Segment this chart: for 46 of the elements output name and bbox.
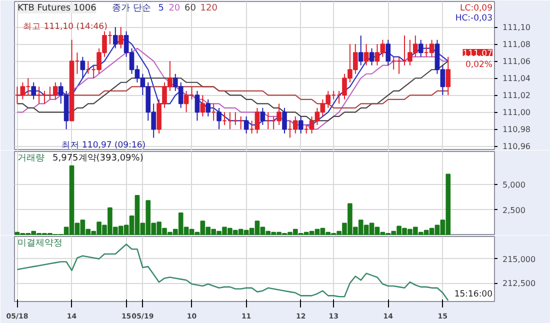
y-tick-label: 111,00 xyxy=(502,108,530,118)
y-tick-label: 212,500 xyxy=(502,279,536,288)
candlestick xyxy=(418,39,424,58)
candlestick xyxy=(194,90,200,122)
annotation: 111,07 xyxy=(462,49,493,60)
candlestick xyxy=(364,44,369,66)
annotation: HC:-0,03 xyxy=(455,14,493,24)
candlestick xyxy=(113,26,118,49)
chart-title: KTB Futures 1006 xyxy=(18,4,97,14)
text: 60 xyxy=(184,4,196,14)
y-tick-label: 2,500 xyxy=(502,206,526,215)
text: 120 xyxy=(200,4,218,14)
candlestick xyxy=(200,94,206,117)
candlestick xyxy=(260,107,266,126)
text: 20 xyxy=(168,4,180,14)
y-tick-label: 5,000 xyxy=(502,180,526,190)
y-tick-label: 110,96 xyxy=(502,142,530,152)
annotation: 최저 110,97 (09:16) xyxy=(61,140,146,151)
y-tick-label: 111,08 xyxy=(502,40,530,50)
chart-title: 미결제약정 xyxy=(18,238,62,248)
y-tick-label: 111,06 xyxy=(502,57,530,66)
candlestick xyxy=(358,35,364,66)
chart-title: 거래량 xyxy=(18,154,44,164)
candlestick xyxy=(31,82,36,100)
candlestick xyxy=(216,107,222,130)
y-tick-label: 215,000 xyxy=(502,254,536,264)
candlestick xyxy=(282,107,287,134)
legend-title: 종가 단순 xyxy=(112,4,151,14)
annotation: LC:0,09 xyxy=(460,4,493,14)
candlestick xyxy=(298,116,304,134)
y-tick-label: 111,04 xyxy=(502,74,530,84)
candlestick xyxy=(446,56,451,96)
candlestick xyxy=(369,48,374,66)
annotation: 5,975계약(393,09%) xyxy=(52,154,144,164)
candlestick xyxy=(118,26,124,49)
candlestick xyxy=(206,98,211,117)
candlestick xyxy=(244,116,249,134)
candlestick xyxy=(80,56,86,79)
annotation: 최고 111,10 (14:46) xyxy=(23,22,108,32)
annotation: 0,02% xyxy=(466,60,493,70)
annotation: 15:16:00 xyxy=(454,290,493,300)
text: 5 xyxy=(158,4,164,14)
y-tick-label: 111,02 xyxy=(502,91,530,100)
candlestick xyxy=(386,39,391,66)
y-tick-label: 111,10 xyxy=(502,23,530,32)
y-tick-label: 110,98 xyxy=(502,125,530,134)
